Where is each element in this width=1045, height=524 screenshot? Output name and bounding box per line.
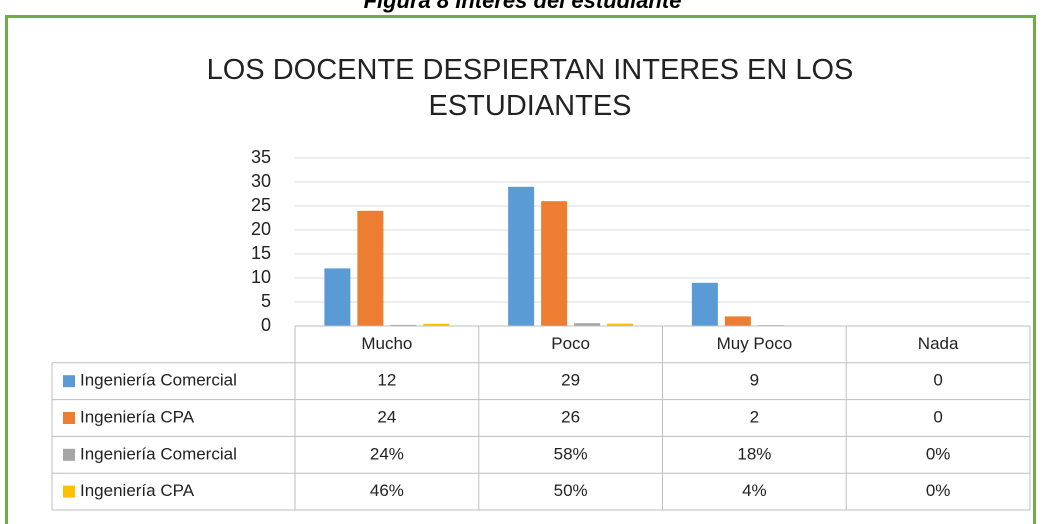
table-value: 12: [377, 371, 396, 390]
y-tick-label: 35: [251, 147, 271, 167]
legend-label: Ingeniería CPA: [80, 481, 195, 500]
legend-swatch: [63, 485, 75, 498]
x-tick-label: Mucho: [361, 334, 412, 353]
table-value: 46%: [370, 481, 404, 500]
bar: [574, 323, 601, 326]
table-value: 24%: [370, 444, 404, 463]
y-tick-label: 0: [261, 315, 271, 335]
bar: [423, 323, 450, 326]
figure-caption: Figura 8 Interés del estudiante: [363, 0, 682, 13]
x-tick-label: Muy Poco: [717, 334, 793, 353]
table-value: 0%: [926, 444, 951, 463]
y-tick-label: 30: [251, 171, 271, 191]
bar: [541, 201, 568, 326]
y-tick-label: 25: [251, 195, 271, 215]
legend-label: Ingeniería CPA: [80, 407, 195, 426]
bar: [724, 316, 751, 326]
table-value: 4%: [742, 481, 767, 500]
x-tick-label: Nada: [918, 334, 959, 353]
legend-swatch: [63, 448, 75, 461]
legend-swatch: [63, 375, 75, 388]
table-value: 58%: [554, 444, 588, 463]
table-value: 0: [933, 371, 942, 390]
table-value: 0%: [926, 481, 951, 500]
y-tick-label: 10: [251, 267, 271, 287]
legend-label: Ingeniería Comercial: [80, 444, 237, 463]
table-value: 29: [561, 371, 580, 390]
bar: [357, 210, 384, 326]
table-value: 26: [561, 407, 580, 426]
table-value: 9: [750, 371, 759, 390]
table-value: 2: [750, 407, 759, 426]
bar: [508, 186, 535, 326]
table-value: 18%: [737, 444, 771, 463]
y-tick-label: 5: [261, 291, 271, 311]
bar: [607, 323, 634, 326]
bar: [691, 282, 718, 326]
x-tick-label: Poco: [551, 334, 590, 353]
table-value: 24: [377, 407, 396, 426]
y-tick-label: 15: [251, 243, 271, 263]
table-value: 50%: [554, 481, 588, 500]
legend-label: Ingeniería Comercial: [80, 371, 237, 390]
bar: [390, 324, 417, 326]
y-tick-label: 20: [251, 219, 271, 239]
table-value: 0: [933, 407, 942, 426]
chart-title: LOS DOCENTE DESPIERTAN INTERES EN LOS ES…: [206, 54, 854, 122]
legend-swatch: [63, 412, 75, 424]
bar: [324, 268, 351, 326]
chart-frame: [5, 15, 1036, 524]
